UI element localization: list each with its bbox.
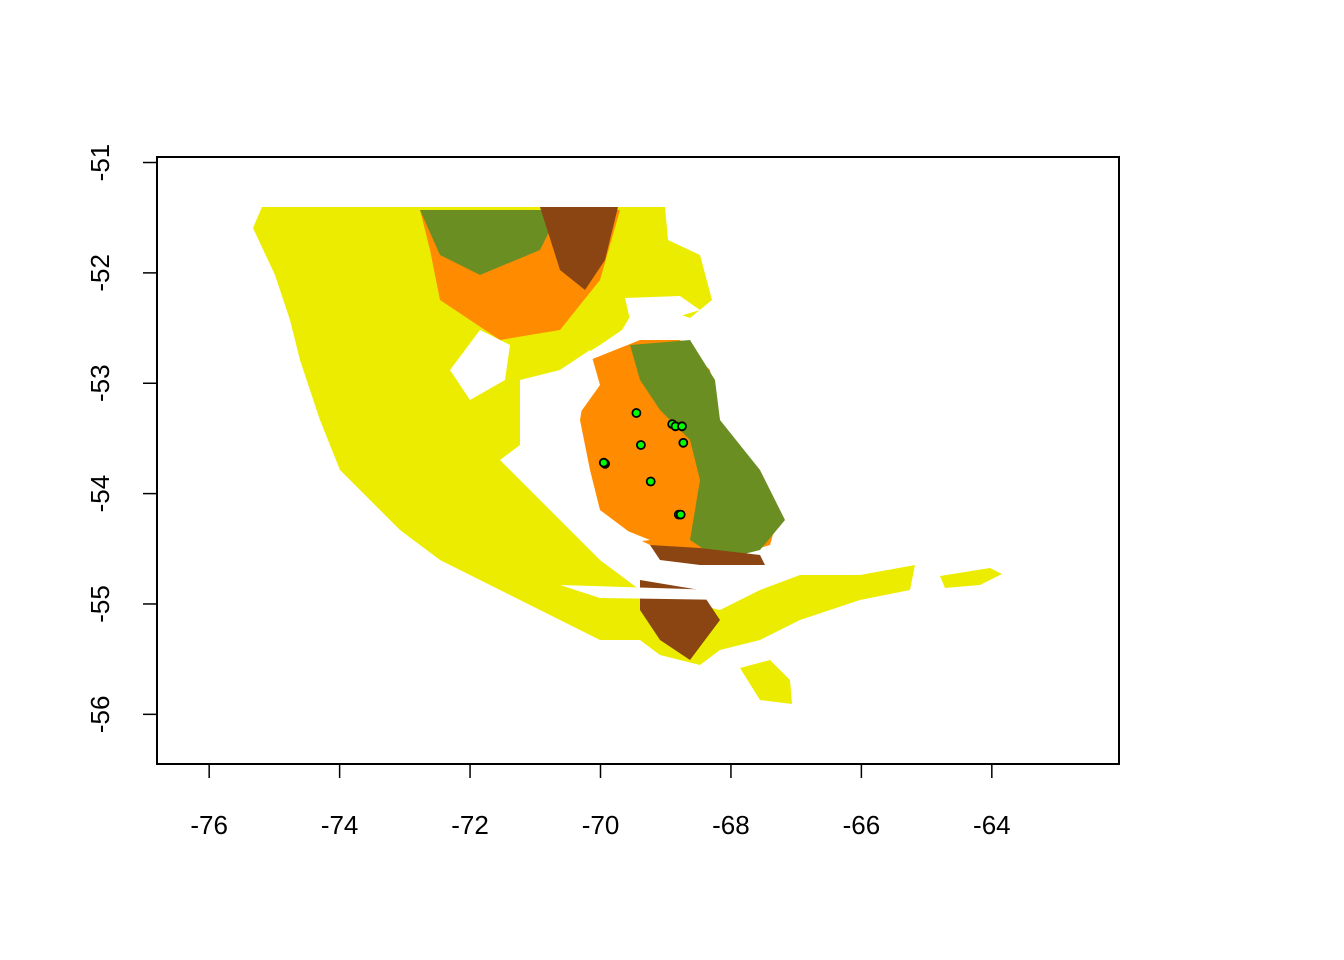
y-tick-label: -55: [85, 585, 115, 623]
raster-high-north: [540, 207, 618, 290]
raster-channel: [625, 296, 700, 322]
y-axis: -51 -52 -53 -54 -55 -56: [85, 144, 158, 734]
observation-point: [598, 457, 609, 468]
observation-point: [677, 421, 687, 432]
raster-low-land: [253, 207, 915, 665]
y-tick-label: -54: [85, 475, 115, 513]
observation-points: [598, 408, 689, 520]
x-tick-label: -64: [973, 810, 1011, 840]
observation-point: [675, 509, 686, 520]
x-axis: -76 -74 -72 -70 -68 -66 -64: [190, 763, 1011, 840]
raster-bay: [450, 330, 510, 400]
observation-point: [678, 437, 689, 448]
x-tick-label: -74: [321, 810, 359, 840]
observation-point: [645, 476, 656, 487]
raster-island-east: [940, 568, 1002, 588]
x-tick-label: -76: [190, 810, 228, 840]
x-tick-label: -68: [712, 810, 750, 840]
y-tick-label: -51: [85, 144, 115, 182]
raster-high-south: [640, 580, 720, 660]
terrain-raster: [253, 207, 1002, 704]
raster-beagle: [560, 585, 730, 600]
y-tick-label: -53: [85, 364, 115, 402]
raster-green-island: [630, 340, 785, 560]
x-tick-label: -70: [582, 810, 620, 840]
raster-strait: [540, 350, 650, 545]
observation-point: [636, 440, 646, 450]
raster-island-south: [740, 660, 792, 704]
y-tick-label: -52: [85, 254, 115, 292]
y-tick-label: -56: [85, 696, 115, 734]
observation-point: [631, 408, 642, 418]
x-tick-label: -72: [451, 810, 489, 840]
raster-high-ridge: [650, 545, 765, 565]
x-tick-label: -66: [843, 810, 881, 840]
raster-green-north: [420, 210, 560, 275]
